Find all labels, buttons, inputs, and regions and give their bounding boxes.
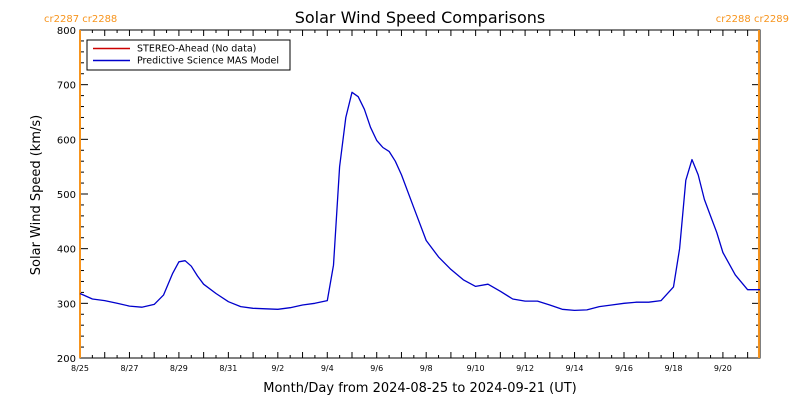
series-line-mas-model	[79, 91, 760, 312]
x-tick-label: 9/6	[370, 364, 383, 373]
x-tick-label: 9/10	[467, 364, 485, 373]
x-tick-label: 9/18	[664, 364, 682, 373]
y-tick-label: 600	[57, 135, 76, 146]
y-axis-title: Solar Wind Speed (km/s)	[29, 115, 44, 275]
x-tick-label: 8/27	[120, 364, 138, 373]
y-tick-label: 400	[57, 245, 76, 256]
x-tick-label: 9/2	[271, 364, 284, 373]
x-axis-title: Month/Day from 2024-08-25 to 2024-09-21 …	[263, 381, 576, 396]
y-tick-label: 500	[57, 190, 76, 201]
y-tick-label: 300	[57, 299, 76, 310]
legend-box	[86, 39, 291, 71]
x-tick-label: 8/25	[71, 364, 89, 373]
x-tick-label: 9/20	[714, 364, 732, 373]
cr-label-right: cr2288 cr2289	[716, 14, 789, 25]
x-tick-label: 9/4	[321, 364, 334, 373]
x-tick-label: 8/31	[219, 364, 237, 373]
legend: STEREO-Ahead (No data) Predictive Scienc…	[86, 39, 291, 71]
x-tick-label: 9/12	[516, 364, 534, 373]
y-tick-label: 200	[57, 354, 76, 365]
x-tick-label: 9/16	[615, 364, 633, 373]
plot-area: 200 300 400 500 600 700 800 8/25 8/27 8/29 8/31 9/2…	[57, 26, 761, 373]
chart-title: Solar Wind Speed Comparisons	[295, 8, 546, 27]
x-tick-label: 9/14	[566, 364, 584, 373]
plot-frame	[79, 29, 761, 359]
legend-label-stereo: STEREO-Ahead (No data)	[137, 44, 256, 55]
cr-label-left: cr2287 cr2288	[44, 14, 117, 25]
x-tick-label: 8/29	[170, 364, 188, 373]
x-tick-label: 9/8	[420, 364, 433, 373]
y-tick-label: 700	[57, 81, 76, 92]
legend-label-mas: Predictive Science MAS Model	[137, 56, 279, 67]
y-tick-label: 800	[57, 26, 76, 37]
